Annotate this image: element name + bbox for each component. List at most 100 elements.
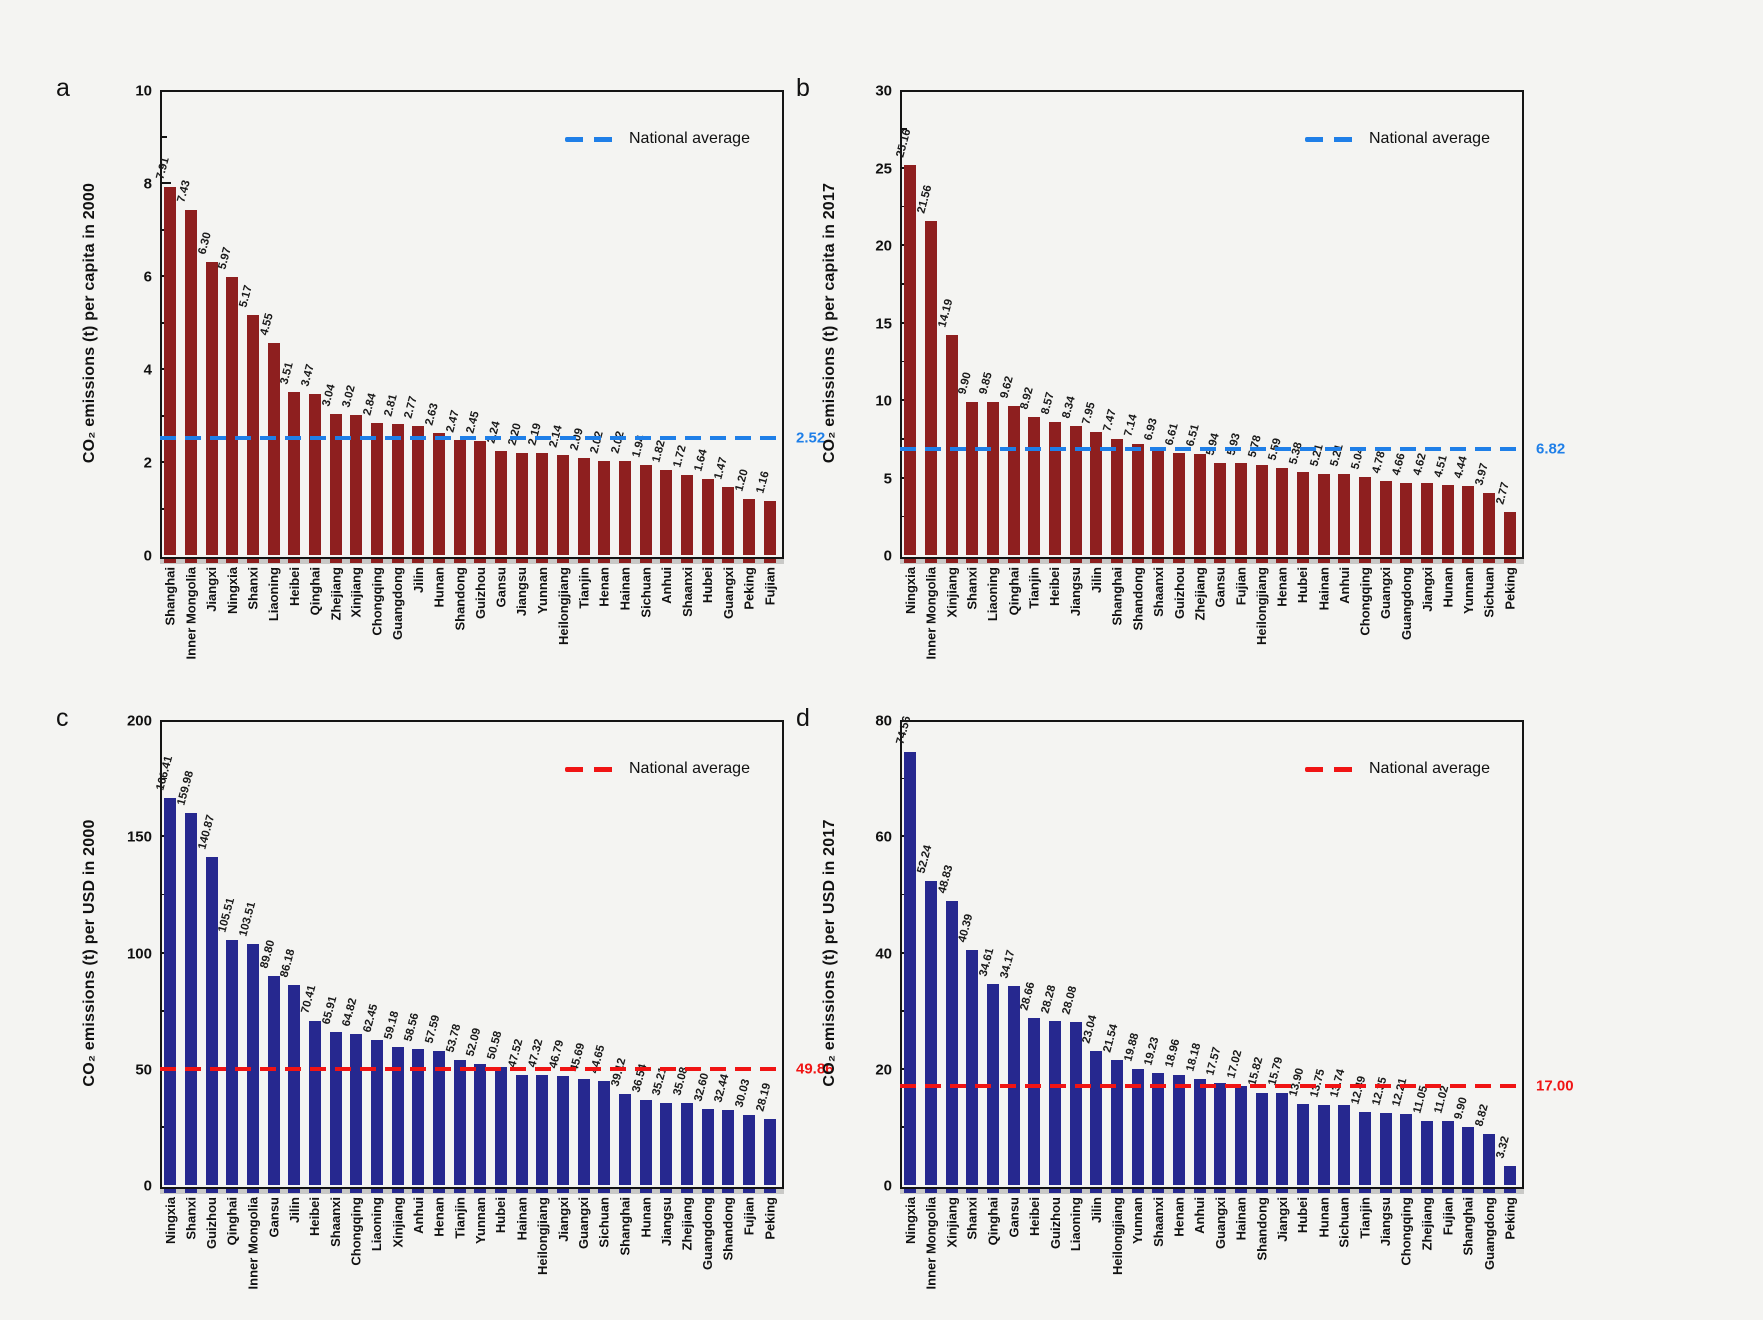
bar-base-nub [577, 559, 590, 563]
y-tick-label: 100 [126, 945, 152, 962]
bar [945, 901, 958, 1185]
x-category-label: Chongqing [1357, 567, 1373, 636]
bar [205, 262, 218, 555]
bar-base-nub [1131, 559, 1144, 563]
bar [966, 950, 979, 1185]
x-category-label: Xinjiang [944, 1197, 960, 1248]
bar [598, 461, 611, 555]
bar-base-nub [1317, 559, 1330, 563]
bar-base-nub [966, 1189, 979, 1193]
bar-base-nub [371, 1189, 383, 1193]
bar-base-nub [1173, 559, 1185, 563]
average-value-label: 2.52 [796, 429, 826, 447]
x-category-label: Shaanxi [328, 1197, 344, 1247]
bar [1483, 1133, 1495, 1185]
x-category-label: Shanxi [183, 1197, 199, 1240]
x-category-label: Guangdong [700, 1197, 716, 1270]
y-tick-label: 20 [875, 1061, 892, 1079]
bar-base-nub [904, 1189, 917, 1193]
bar-base-nub [288, 559, 301, 563]
bar-base-nub [350, 559, 363, 563]
bar-base-nub [164, 559, 177, 563]
x-category-label: Anhui [658, 567, 674, 604]
x-category-label: Jilin [1088, 1197, 1104, 1224]
bar [1131, 1069, 1144, 1185]
bar [1462, 1127, 1475, 1185]
bar [1276, 468, 1289, 555]
bar-base-nub [412, 1189, 425, 1193]
bar [1028, 416, 1041, 555]
y-tick-label: 15 [875, 315, 892, 332]
x-category-label: Shanghai [162, 567, 178, 626]
bar [371, 422, 383, 555]
bar [288, 391, 301, 555]
bar [1359, 476, 1371, 555]
bar-base-nub [763, 1189, 776, 1193]
y-minor-tick-mark [162, 777, 167, 780]
x-category-label: Hubei [1295, 1197, 1311, 1234]
x-category-label: Sichuan [1481, 567, 1497, 618]
x-category-label: Henan [1171, 1197, 1187, 1237]
panel-letter: d [796, 704, 810, 732]
bar-base-nub [205, 559, 218, 563]
x-category-label: Shanxi [245, 567, 261, 610]
y-tick-label: 50 [135, 1061, 152, 1079]
x-category-label: Jilin [410, 567, 426, 594]
bar-base-nub [1214, 1189, 1227, 1193]
bar-base-nub [1069, 559, 1082, 563]
bar-base-nub [495, 1189, 507, 1193]
bar-base-nub [557, 559, 569, 563]
panel-c: c CO₂ emissions (t) per USD in 2000 Nati… [50, 700, 834, 1320]
bar-base-nub [1214, 559, 1227, 563]
bar [309, 393, 321, 555]
x-category-label: Heilongjiang [1254, 567, 1270, 645]
bar [536, 1074, 549, 1185]
x-category-label: Guangdong [390, 567, 406, 640]
bar-base-nub [247, 559, 259, 563]
x-category-label: Guizhou [472, 567, 488, 619]
bar [681, 475, 693, 555]
bar-base-nub [1503, 1189, 1516, 1193]
bar-base-nub [536, 1189, 549, 1193]
x-category-label: Tianjin [576, 567, 592, 609]
bar [185, 813, 197, 1185]
bar-base-nub [701, 1189, 714, 1193]
bar-base-nub [515, 559, 528, 563]
bar-base-nub [164, 1189, 177, 1193]
bar [350, 1034, 363, 1185]
y-tick-label: 20 [875, 237, 892, 255]
x-category-label: Ningxia [162, 1197, 178, 1244]
bar-base-nub [474, 1189, 487, 1193]
bar [660, 470, 673, 555]
x-category-label: Zhejiang [328, 567, 344, 621]
bar [925, 220, 937, 555]
x-category-label: Yunnan [1130, 1197, 1146, 1244]
bar-base-nub [1359, 559, 1371, 563]
x-category-label: Sichuan [1336, 1197, 1352, 1248]
panel-letter: a [56, 74, 70, 102]
x-category-label: Inner Mongolia [183, 567, 199, 660]
bar [329, 1031, 342, 1185]
bar-base-nub [433, 559, 445, 563]
bar-base-nub [391, 1189, 404, 1193]
bar [1152, 447, 1165, 555]
x-category-label: Jiangxi [204, 567, 220, 612]
bar [639, 464, 652, 555]
x-category-label: Zhejiang [1419, 1197, 1435, 1251]
bar [164, 187, 177, 555]
x-category-label: Shanghai [617, 1197, 633, 1256]
x-category-label: Heilongjiang [1109, 1197, 1125, 1275]
x-category-label: Jilin [286, 1197, 302, 1224]
bar [371, 1039, 383, 1185]
y-tick-label: 5 [883, 470, 892, 487]
bar-base-nub [577, 1189, 590, 1193]
x-category-label: Zhejiang [1192, 567, 1208, 621]
bar [453, 440, 466, 555]
x-category-label: Guangxi [1212, 1197, 1228, 1250]
x-category-label: Fujian [1233, 567, 1249, 606]
bar [267, 343, 280, 555]
x-category-label: Jiangsu [1378, 1197, 1394, 1247]
bar-base-nub [1152, 1189, 1165, 1193]
x-category-label: Qinghai [985, 1197, 1001, 1246]
bar-base-nub [763, 559, 776, 563]
